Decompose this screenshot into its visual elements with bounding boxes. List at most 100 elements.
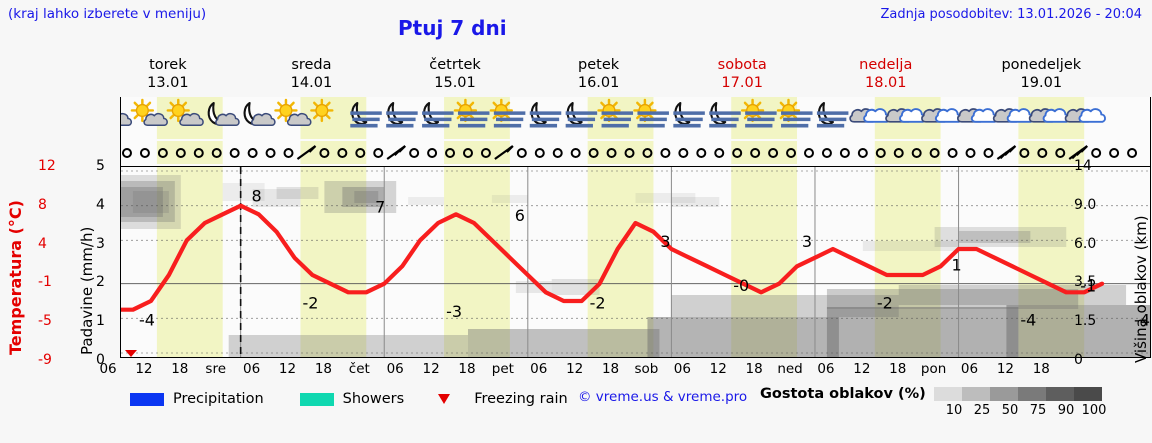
wind-calm-icon — [678, 148, 689, 158]
wind-calm-icon — [660, 148, 671, 158]
cloud-density-blob — [222, 183, 265, 201]
daylight-band-2 — [444, 167, 510, 357]
wind-calm-icon — [732, 148, 743, 158]
precipitation-axis-ticks: 5 4 3 2 1 0 — [96, 158, 116, 370]
cloud-density-step — [1017, 387, 1046, 401]
x-tick-label: 12 — [996, 361, 1014, 377]
axis-tick: 1.5 — [1074, 313, 1097, 330]
day-header-nedelja: nedelja 18.01 — [814, 52, 958, 96]
precipitation-axis-title: Padavine (mm/h) — [78, 226, 96, 355]
wind-calm-icon — [193, 148, 204, 158]
wind-calm-icon — [1055, 148, 1066, 158]
wind-calm-icon — [911, 148, 922, 158]
cloud-density-blob — [467, 329, 660, 357]
wind-calm-icon — [1109, 148, 1120, 158]
temperature-point-label: 6 — [515, 206, 525, 225]
wind-calm-icon — [229, 148, 240, 158]
wind-calm-icon — [373, 148, 384, 158]
daylight-band-4 — [731, 141, 798, 164]
x-tick-label: pet — [491, 361, 514, 377]
daylight-band-3 — [587, 141, 654, 164]
daylight-band-2 — [444, 141, 510, 164]
wind-calm-icon — [588, 148, 599, 158]
x-tick-label: ned — [777, 361, 803, 377]
cloud-density-blob — [635, 193, 696, 203]
cloud-density-blob — [228, 335, 468, 357]
axis-tick: 0 — [1074, 352, 1083, 368]
axis-tick: -1 — [38, 274, 52, 291]
x-tick-label: 06 — [243, 361, 261, 377]
temperature-point-label: 1 — [951, 255, 961, 274]
day-header-torek: torek 13.01 — [96, 52, 240, 96]
chart-legend: Precipitation Showers Freezing rain — [130, 387, 568, 411]
cloud-density-tick: 25 — [973, 403, 991, 418]
wind-calm-icon — [552, 148, 563, 158]
wind-calm-icon — [319, 148, 330, 158]
axis-tick: 0 — [96, 352, 105, 368]
x-tick-label: 06 — [960, 361, 979, 377]
day-name: petek — [578, 56, 620, 73]
wind-calm-icon — [121, 148, 132, 158]
x-tick-label: 06 — [99, 361, 117, 377]
axis-tick: 9.0 — [1074, 196, 1097, 213]
temperature-point-label: -4 — [139, 311, 155, 330]
x-tick-label: 18 — [601, 361, 620, 377]
x-tick-label: 12 — [278, 361, 297, 377]
weather-icon-sun — [310, 98, 334, 123]
wind-calm-icon — [480, 148, 491, 158]
daylight-band-6 — [1018, 141, 1085, 164]
x-tick-label: 18 — [745, 361, 763, 377]
copyright-link[interactable]: © vreme.us & vreme.pro — [578, 389, 748, 405]
x-tick-label: 12 — [422, 361, 440, 377]
wind-barb — [996, 145, 1017, 160]
cloud-density-blob — [551, 279, 600, 295]
x-tick-label: 06 — [530, 361, 548, 377]
wind-calm-icon — [821, 148, 832, 158]
legend-showers-label: Showers — [342, 391, 405, 407]
cloud-density-blob — [121, 181, 175, 222]
wind-calm-icon — [283, 148, 294, 158]
weather-icon-cloud — [885, 108, 927, 123]
weather-icon-night-cloud-snow: ✻✻ — [121, 112, 133, 139]
cloud-density-step — [1073, 387, 1102, 401]
cloud-height-axis-ticks: 14 9.0 6.0 3.5 1.5 0 — [1074, 158, 1114, 372]
wind-barb — [386, 145, 406, 160]
axis-tick: 8 — [38, 196, 47, 213]
x-tick-label: 18 — [458, 361, 476, 377]
wind-calm-icon — [427, 148, 438, 158]
weather-icon-night-fog — [527, 101, 564, 128]
day-date: 15.01 — [434, 75, 476, 91]
cloud-density-legend: Gostota oblakov (%) — [760, 386, 1102, 402]
cloud-density-tick: 90 — [1057, 403, 1075, 418]
wind-calm-icon — [642, 148, 653, 158]
day-date: 18.01 — [865, 75, 907, 91]
axis-tick: 5 — [96, 158, 105, 174]
last-update-label: Zadnja posodobitev: 13.01.2026 - 20:04 — [880, 7, 1142, 22]
x-tick-label: 18 — [171, 361, 189, 377]
wind-barb — [494, 145, 514, 160]
plot-svg: -4 8 -2 7 -3 6 -2 3 -0 3 -2 1 -4 -1 -4 — [121, 167, 1150, 357]
axis-tick: 3.5 — [1074, 274, 1097, 291]
wind-calm-icon — [211, 148, 222, 158]
cloud-density-blob — [647, 317, 839, 357]
cloud-density-step — [1045, 387, 1074, 401]
cloud-density-tick: 50 — [1001, 403, 1019, 418]
day-header-četrtek: četrtek 15.01 — [383, 52, 527, 96]
weather-icon-cloud — [921, 108, 963, 123]
x-axis-tick-labels: 06 12 18 sre 06 12 18 čet 06 12 18 pet 06 12 18 sob 06 12… — [99, 361, 1152, 381]
day-header-ponedeljek: ponedeljek 19.01 — [958, 52, 1126, 96]
wind-calm-icon — [409, 148, 420, 158]
cloud-density-blob — [826, 289, 1079, 309]
x-tick-label: pon — [920, 361, 947, 377]
cloud-density-step — [933, 387, 962, 401]
forecast-plot: -4 8 -2 7 -3 6 -2 3 -0 3 -2 1 -4 -1 -4 — [120, 166, 1151, 358]
axis-tick: -5 — [38, 313, 52, 330]
wind-calm-icon — [265, 148, 276, 158]
cloud-density-blob — [671, 295, 899, 317]
location-menu-note[interactable]: (kraj lahko izberete v meniju) — [8, 6, 207, 22]
daylight-band-0 — [156, 167, 223, 357]
temperature-point-label: -1 — [1080, 277, 1096, 296]
x-tick-label: 06 — [673, 361, 691, 377]
day-header-sreda: sreda 14.01 — [240, 52, 384, 96]
x-tick-label: 12 — [135, 361, 153, 377]
